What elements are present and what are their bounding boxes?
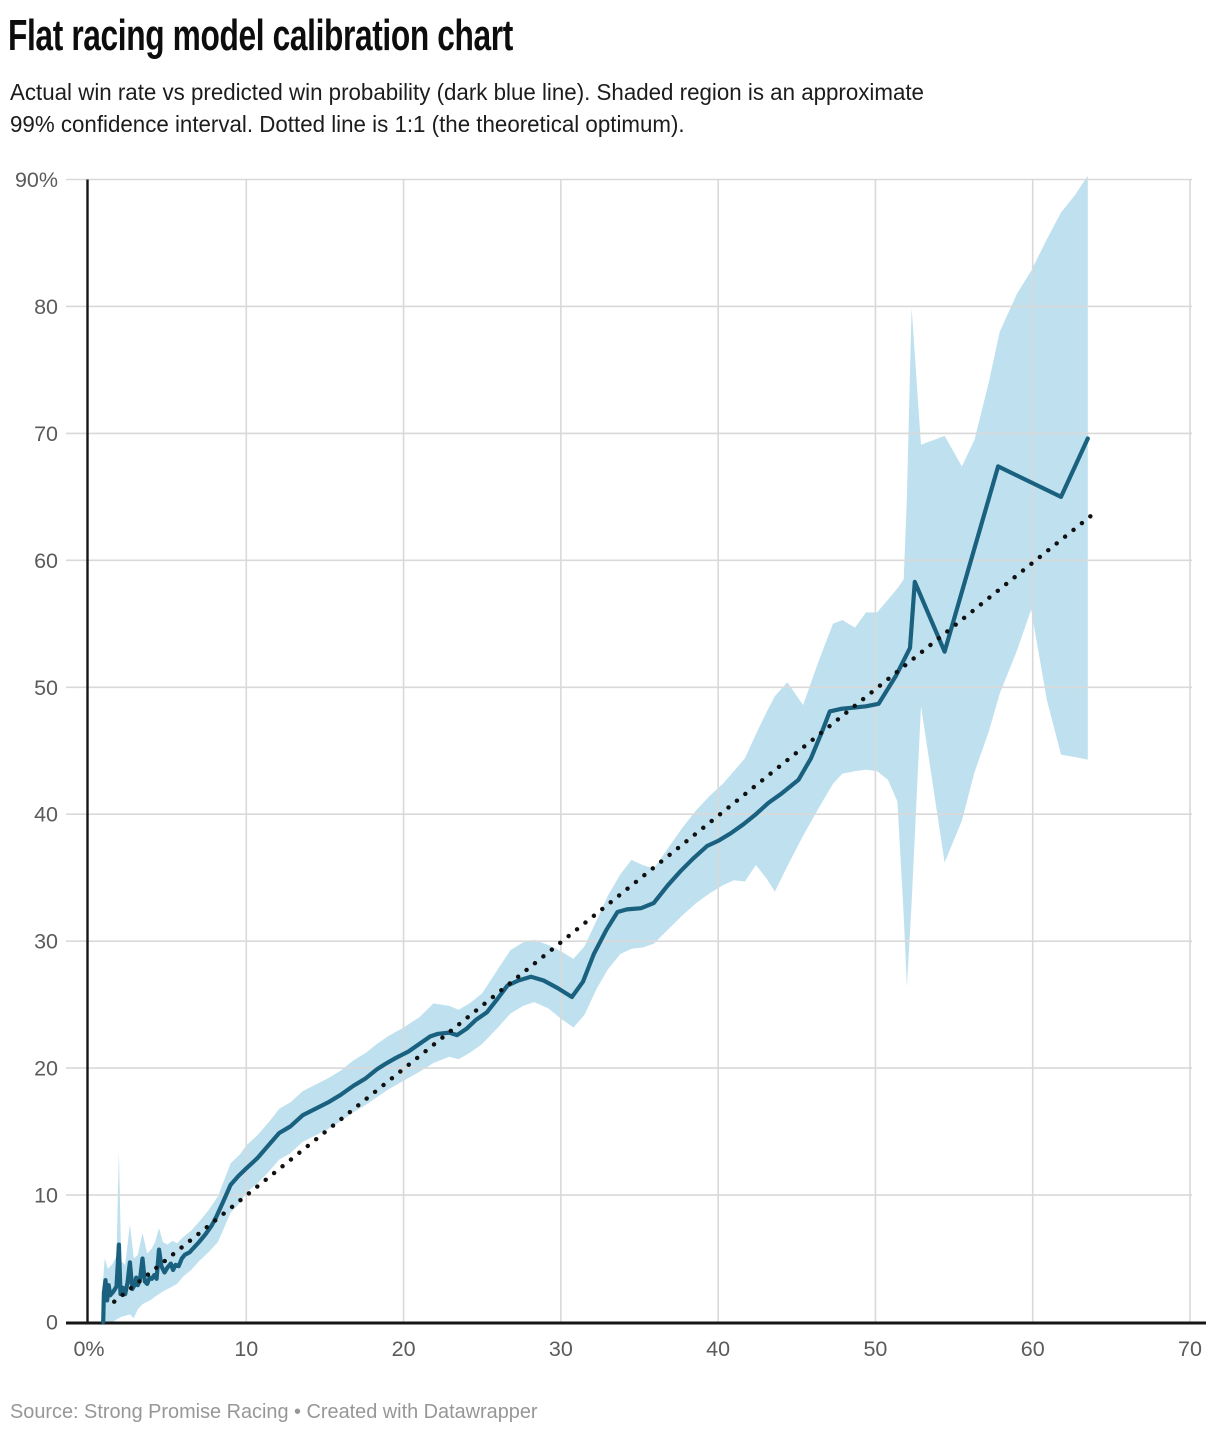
y-tick-label: 0	[46, 1311, 58, 1335]
source-attribution: Source: Strong Promise Racing • Created …	[10, 1400, 538, 1423]
y-tick-label: 50	[34, 676, 58, 700]
x-tick-label: 70	[1178, 1337, 1202, 1361]
y-tick-label: 30	[34, 930, 58, 954]
one-to-one-dotted-line	[111, 512, 1095, 1304]
subtitle-line-2: 99% confidence interval. Dotted line is …	[10, 111, 685, 137]
calibration-chart-svg: 0 10 20 30 40 50 60 70 80 90% 0% 10 20 30 40 50 60 70	[15, 168, 1206, 1361]
x-tick-label: 0%	[73, 1337, 104, 1361]
y-tick-label: 80	[34, 295, 58, 319]
y-tick-label: 60	[34, 549, 58, 573]
confidence-band-area	[102, 175, 1088, 1323]
x-tick-label: 10	[234, 1337, 258, 1361]
x-tick-label: 40	[706, 1337, 730, 1361]
y-tick-label: 70	[34, 422, 58, 446]
x-tick-label: 20	[392, 1337, 416, 1361]
subtitle-line-1: Actual win rate vs predicted win probabi…	[10, 79, 924, 105]
y-tick-label: 20	[34, 1057, 58, 1081]
y-tick-label: 90%	[15, 168, 58, 192]
chart-subtitle: Actual win rate vs predicted win probabi…	[10, 76, 1177, 140]
chart-header: Flat racing model calibration chart Actu…	[8, 10, 1213, 140]
x-tick-label: 30	[549, 1337, 573, 1361]
y-tick-label: 40	[34, 803, 58, 827]
page-title: Flat racing model calibration chart	[8, 11, 513, 60]
x-tick-label: 50	[863, 1337, 887, 1361]
x-tick-label: 60	[1021, 1337, 1045, 1361]
calibration-chart: 0 10 20 30 40 50 60 70 80 90% 0% 10 20 30 40 50 60 70	[0, 168, 1220, 1410]
y-tick-label: 10	[34, 1184, 58, 1208]
